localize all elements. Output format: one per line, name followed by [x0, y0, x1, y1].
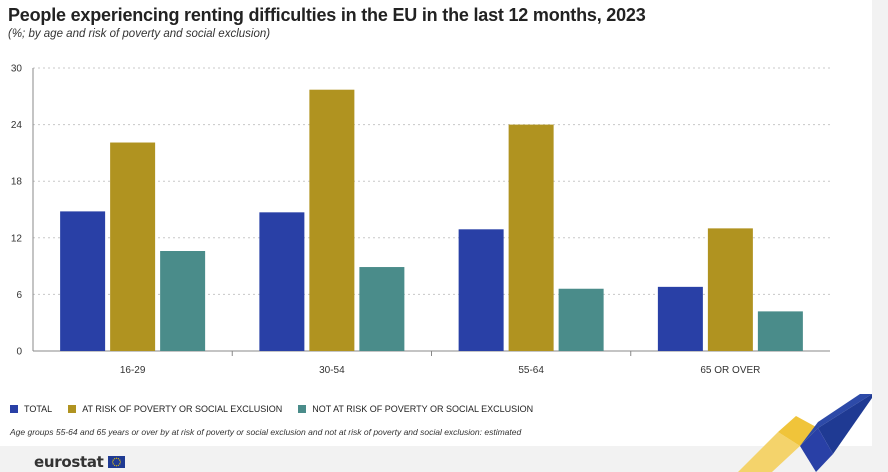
bar-chart: 0 6 12 18 24 30 16-29 30-54 55-64 65 OR OVER: [11, 64, 830, 376]
legend-item-not-at-risk[interactable]: NOT AT RISK OF POVERTY OR SOCIAL EXCLUSI…: [298, 404, 533, 414]
y-tick-label: 18: [11, 177, 23, 188]
bar-not_at_risk: [757, 311, 803, 351]
legend-swatch-not-at-risk: [298, 405, 307, 413]
bar-at_risk: [508, 124, 554, 351]
eu-flag-icon: [107, 456, 125, 468]
legend-label-not-at-risk: NOT AT RISK OF POVERTY OR SOCIAL EXCLUSI…: [312, 404, 534, 414]
logo-text: eurostat: [34, 453, 104, 471]
bar-at_risk: [707, 228, 753, 351]
bar-at_risk: [110, 142, 156, 351]
chart-subtitle: (%; by age and risk of poverty and socia…: [8, 28, 271, 40]
footnote: Age groups 55-64 and 65 years or over by…: [10, 427, 522, 437]
bar-at_risk: [309, 89, 355, 352]
legend-swatch-total: [10, 405, 18, 413]
y-tick-label: 6: [16, 290, 22, 301]
y-tick-label: 12: [11, 233, 23, 244]
bar-not_at_risk: [160, 251, 206, 351]
legend-swatch-at-risk: [68, 405, 77, 413]
x-tick-label: 55-64: [518, 365, 544, 376]
bar-total: [458, 229, 504, 351]
decorative-chevron-icon: [738, 394, 872, 472]
chart-title: People experiencing renting difficulties…: [8, 5, 646, 25]
bar-total: [60, 211, 106, 351]
bar-total: [657, 286, 703, 351]
legend-label-at-risk: AT RISK OF POVERTY OR SOCIAL EXCLUSION: [82, 404, 283, 414]
legend-item-total[interactable]: TOTAL: [10, 404, 52, 414]
legend: TOTAL AT RISK OF POVERTY OR SOCIAL EXCLU…: [10, 404, 533, 414]
x-tick-label: 30-54: [319, 365, 345, 376]
bar-not_at_risk: [558, 288, 604, 351]
y-tick-label: 24: [11, 120, 23, 131]
legend-label-total: TOTAL: [24, 404, 53, 414]
y-tick-label: 0: [16, 347, 22, 358]
bar-not_at_risk: [359, 267, 405, 351]
x-tick-label: 16-29: [120, 365, 146, 376]
x-tick-label: 65 OR OVER: [700, 365, 760, 376]
eurostat-logo: eurostat: [34, 453, 125, 471]
legend-item-at-risk[interactable]: AT RISK OF POVERTY OR SOCIAL EXCLUSION: [68, 404, 282, 414]
bar-total: [259, 212, 305, 351]
y-tick-label: 30: [11, 64, 23, 75]
